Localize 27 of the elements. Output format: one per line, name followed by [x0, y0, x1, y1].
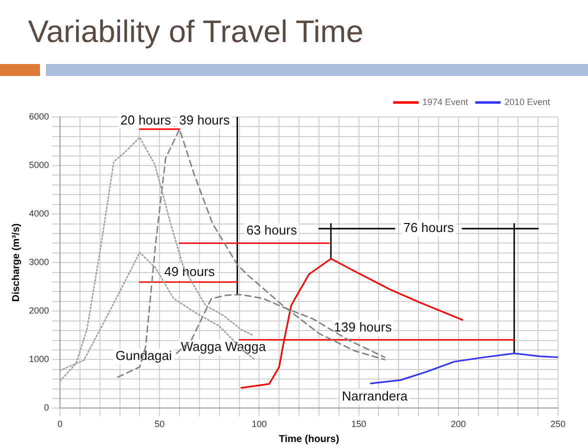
y-tick-label: 1000 — [28, 354, 50, 364]
annotation: Narrandera — [342, 388, 408, 404]
y-axis-title: Discharge (m³/s) — [10, 223, 22, 302]
y-tick-label: 5000 — [28, 160, 50, 170]
y-tick-label: 6000 — [28, 111, 50, 122]
annotation: Gundagai — [115, 348, 172, 364]
x-axis-title: Time (hours) — [278, 434, 340, 445]
annotation: 139 hours — [334, 320, 392, 335]
annotation: 20 hours — [120, 112, 172, 128]
annotation: Wagga Wagga — [180, 339, 267, 354]
annotation: 39 hours — [179, 112, 230, 128]
annotation: 63 hours — [246, 222, 298, 238]
legend-label: 1974 Event — [422, 96, 468, 107]
annotation: 49 hours — [164, 264, 216, 279]
x-tick-label: 50 — [154, 419, 165, 430]
y-tick-label: 4000 — [28, 208, 50, 219]
y-tick-label: 3000 — [28, 257, 50, 268]
annotation: 76 hours — [403, 220, 454, 236]
y-tick-label: 2000 — [28, 306, 50, 316]
chart-title: Variability of Travel Time — [28, 14, 364, 50]
x-tick-label: 0 — [58, 419, 63, 430]
legend-label: 2010 Event — [504, 96, 550, 107]
x-tick-label: 150 — [351, 419, 366, 430]
y-tick-label: 0 — [44, 402, 50, 413]
x-tick-label: 250 — [550, 419, 566, 430]
x-tick-label: 200 — [450, 419, 466, 430]
x-tick-label: 100 — [252, 419, 267, 430]
